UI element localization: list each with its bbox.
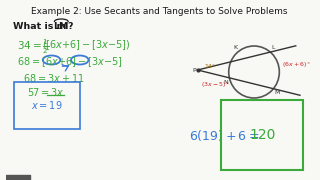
- Text: Example 2: Use Secants and Tangents to Solve Problems: Example 2: Use Secants and Tangents to S…: [31, 7, 288, 16]
- Text: ?: ?: [67, 22, 73, 31]
- Text: K: K: [233, 45, 237, 50]
- Text: 14°: 14°: [204, 64, 215, 69]
- Text: $(3x-5)°$: $(3x-5)°$: [202, 80, 230, 89]
- Text: $57=3x$: $57=3x$: [27, 86, 65, 98]
- Text: $68=[6x{+}6]-[3x{-}5]$: $68=[6x{+}6]-[3x{-}5]$: [18, 55, 123, 69]
- Text: LM: LM: [53, 22, 69, 31]
- Text: L: L: [271, 45, 275, 50]
- Text: $34=\frac{1}{2}$: $34=\frac{1}{2}$: [18, 38, 50, 57]
- Text: $(6x+6)°$: $(6x+6)°$: [282, 60, 311, 69]
- Text: What is m: What is m: [12, 22, 66, 31]
- Text: 120: 120: [249, 128, 276, 142]
- Text: N: N: [224, 80, 228, 85]
- Text: $68=3x+11$: $68=3x+11$: [23, 72, 85, 84]
- Text: $6(19)+6=$: $6(19)+6=$: [189, 128, 260, 143]
- Text: M: M: [274, 90, 280, 95]
- Text: $\left([6x{+}6]-[3x{-}5]\right)$: $\left([6x{+}6]-[3x{-}5]\right)$: [42, 38, 131, 52]
- Text: $x=19$: $x=19$: [31, 99, 63, 111]
- Text: P: P: [192, 68, 196, 73]
